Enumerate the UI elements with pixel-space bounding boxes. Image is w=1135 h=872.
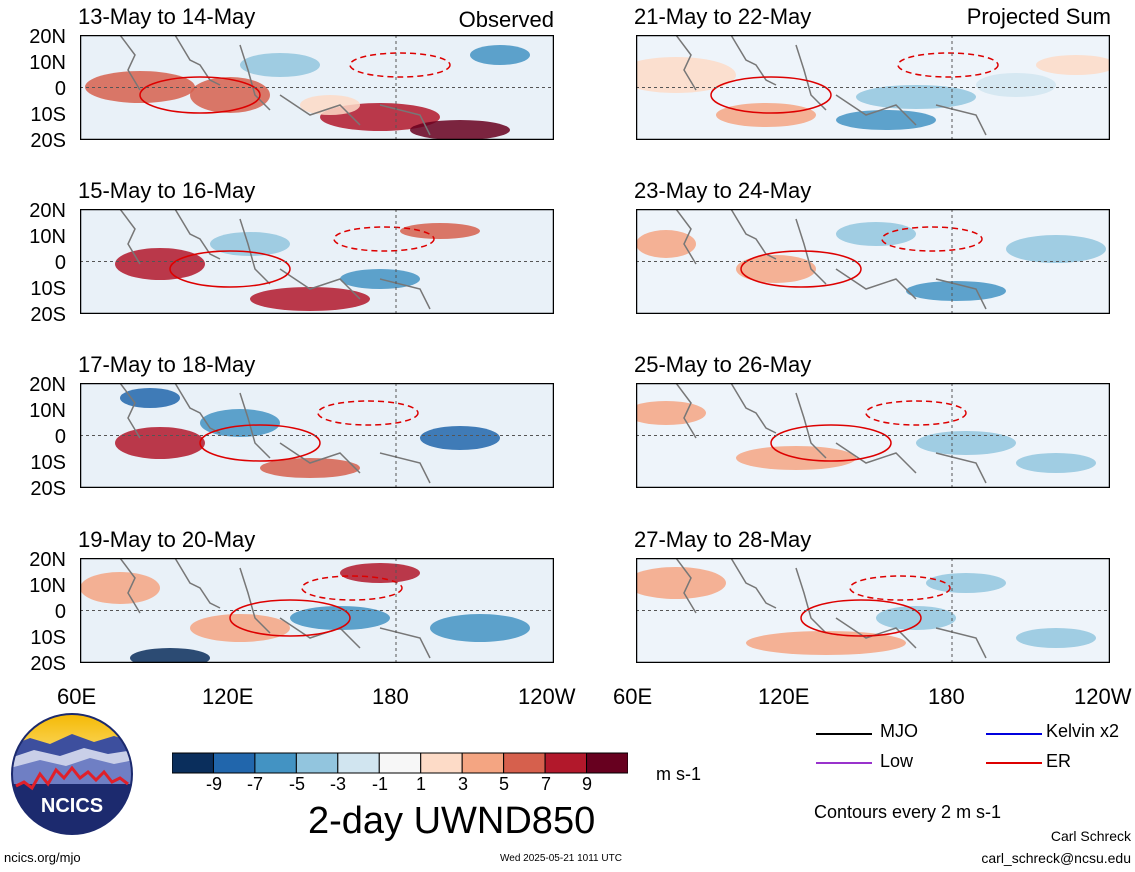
colorbar-swatch [461, 752, 505, 774]
panel-title: 15-May to 16-May [78, 178, 256, 203]
colorbar-tick: 5 [498, 774, 509, 794]
lon-label: 120E [202, 684, 254, 709]
lon-label: 180 [928, 684, 965, 709]
lon-label: 120W [1074, 685, 1132, 709]
map-panel [636, 558, 1110, 663]
map-panel [80, 35, 554, 140]
map-panel [80, 383, 554, 488]
lat-label: 0 [54, 252, 66, 274]
lat-label: 10N [29, 52, 66, 74]
colorbar-swatch [212, 752, 256, 774]
panel-title: 23-May to 24-May [634, 178, 812, 203]
legend-line-low [816, 762, 872, 764]
legend-line-kelvin [986, 733, 1042, 735]
panel-title: 27-May to 28-May [634, 527, 812, 552]
lat-label: 20S [30, 130, 66, 152]
lon-label: 60E [613, 684, 653, 709]
panel-title: 17-May to 18-May [78, 352, 256, 377]
colorbar [172, 752, 628, 774]
lon-label: 120W [518, 684, 576, 709]
colorbar-tick: -7 [246, 774, 263, 794]
footer-url: ncics.org/mjo [4, 850, 81, 865]
panel-tag: Projected Sum [966, 4, 1111, 29]
legend-line-mjo [816, 733, 872, 735]
logo-text: NCICS [41, 795, 103, 817]
panel-title: 25-May to 26-May [634, 352, 812, 377]
lat-label: 20N [29, 549, 66, 571]
lat-label: 10S [30, 452, 66, 474]
colorbar-tick: 3 [457, 774, 468, 794]
panel-tag: Observed [458, 7, 554, 32]
map-panel [80, 558, 554, 663]
lat-label: 20N [29, 200, 66, 222]
lat-label: 0 [54, 601, 66, 623]
lat-label: 10N [29, 575, 66, 597]
colorbar-swatch [295, 752, 339, 774]
legend-line-er [986, 762, 1042, 764]
lon-label: 120E [758, 684, 810, 709]
panel-title: 19-May to 20-May [78, 527, 256, 552]
colorbar-swatch [503, 752, 546, 774]
lon-label: 60E [57, 684, 97, 709]
lat-label: 20S [30, 304, 66, 326]
lat-label: 20S [30, 478, 66, 500]
colorbar-swatch [544, 752, 588, 774]
footer-timestamp: Wed 2025-05-21 1011 UTC [500, 853, 622, 864]
lat-label: 0 [54, 78, 66, 100]
map-panel [636, 35, 1110, 140]
ncics-logo: NCICS [11, 713, 133, 835]
lat-label: 10S [30, 627, 66, 649]
colorbar-tick: 7 [540, 774, 551, 794]
colorbar-tick: -3 [329, 774, 346, 794]
colorbar-swatch [337, 752, 380, 774]
legend-label-kelvin: Kelvin x2 [1046, 721, 1120, 741]
map-panel [636, 209, 1110, 314]
colorbar-units: m s-1 [656, 764, 701, 784]
lat-label: 10N [29, 226, 66, 248]
lat-label: 20N [29, 374, 66, 396]
legend-label-er: ER [1046, 751, 1072, 771]
lat-label: 10S [30, 104, 66, 126]
lat-label: 10S [30, 278, 66, 300]
colorbar-tick: 9 [581, 774, 592, 794]
lon-label: 180 [372, 684, 409, 709]
colorbar-swatch [378, 752, 422, 774]
footer-author: Carl Schreck [1050, 828, 1131, 844]
colorbar-tick: 1 [415, 774, 426, 794]
panel-title: 13-May to 14-May [78, 4, 256, 29]
contour-note: Contours every 2 m s-1 [814, 802, 1002, 822]
colorbar-swatch [586, 752, 628, 774]
panel-title: 21-May to 22-May [634, 4, 812, 29]
colorbar-title: 2-day UWND850 [308, 800, 596, 842]
map-panel [636, 383, 1110, 488]
colorbar-swatch [254, 752, 297, 774]
legend-label-mjo: MJO [880, 721, 918, 741]
legend-label-low: Low [880, 751, 914, 771]
colorbar-swatch [420, 752, 463, 774]
colorbar-swatch [172, 752, 214, 774]
colorbar-tick: -5 [288, 774, 305, 794]
lat-label: 10N [29, 400, 66, 422]
footer-email: carl_schreck@ncsu.edu [981, 850, 1131, 866]
colorbar-tick: -9 [205, 774, 222, 794]
lat-label: 0 [54, 426, 66, 448]
colorbar-tick: -1 [371, 774, 388, 794]
lat-label: 20N [29, 26, 66, 48]
map-panel [80, 209, 554, 314]
lat-label: 20S [30, 653, 66, 675]
